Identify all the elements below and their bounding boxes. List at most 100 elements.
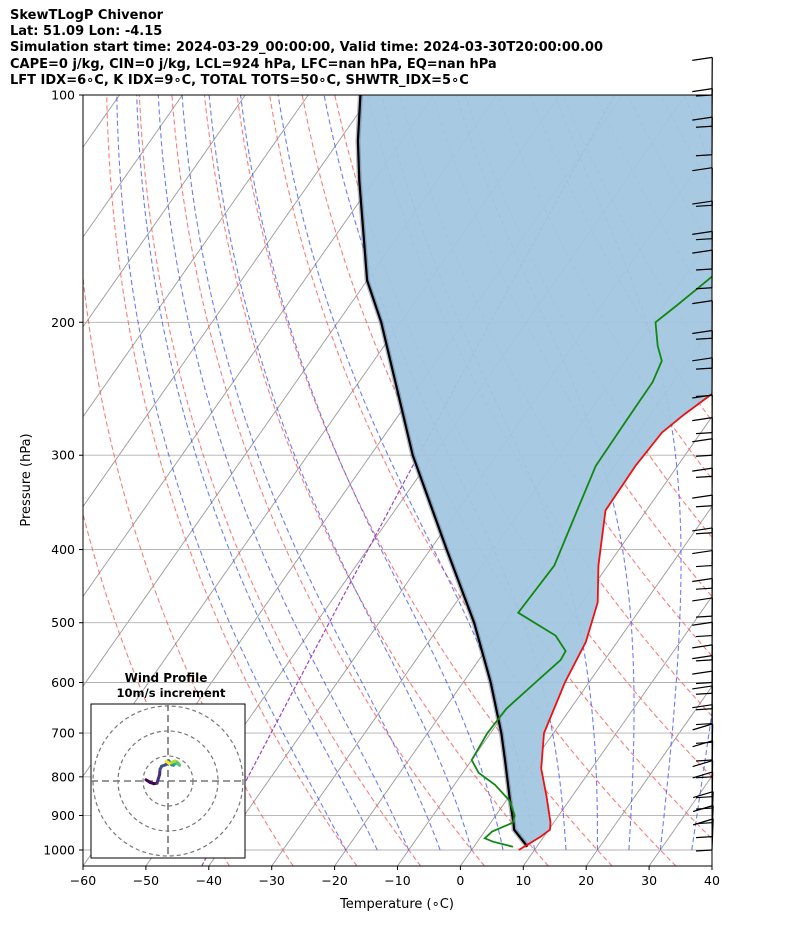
x-axis-label: Temperature (∘C) [339, 897, 454, 912]
barb-flag [692, 357, 713, 362]
barb-flag [692, 723, 713, 731]
y-tick-label: 100 [51, 88, 75, 103]
barb-base [695, 367, 713, 370]
barb-flag [692, 88, 713, 93]
barb-base [695, 822, 713, 825]
barb-base [695, 94, 713, 97]
y-tick-label: 1000 [43, 843, 75, 858]
wind-barb [692, 621, 713, 662]
barb-base [695, 681, 713, 685]
hodograph-segment [164, 760, 170, 764]
hodograph-inset: Wind Profile 10m/s increment [90, 671, 246, 859]
barb-flag [692, 417, 713, 422]
isotherm-line [397, 415, 712, 866]
barb-base [695, 154, 713, 157]
barb-base [695, 659, 713, 662]
x-tick-label: −50 [133, 873, 159, 888]
barb-flag [692, 116, 713, 121]
x-tick-label: 10 [515, 873, 531, 888]
x-tick-label: 30 [641, 873, 657, 888]
wind-barb [692, 200, 713, 241]
barb-base [695, 692, 713, 695]
x-tick-label: 20 [578, 873, 594, 888]
barb-base [695, 587, 713, 590]
wind-barb [692, 549, 713, 590]
barb-base [695, 807, 713, 810]
chart-title: SkewTLogP Chivenor [10, 8, 164, 23]
barb-base [695, 776, 713, 779]
barb-flag [692, 577, 713, 583]
barb-flag [692, 790, 714, 799]
y-tick-label: 400 [51, 542, 75, 557]
wind-barb [692, 438, 713, 478]
cin-shaded-area [357, 95, 712, 847]
location-line: Lat: 51.09 Lon: -4.15 [10, 24, 163, 40]
barb-flag [692, 167, 713, 172]
x-tick-label: −10 [384, 873, 410, 888]
dry-adiabat [83, 511, 230, 866]
chart-header: SkewTLogP Chivenor Lat: 51.09 Lon: -4.15… [10, 8, 603, 89]
y-tick-label: 700 [51, 726, 75, 741]
dry-adiabat [171, 95, 485, 866]
barb-base [695, 564, 713, 568]
cape-fill-layer [357, 95, 712, 847]
barb-base [695, 125, 713, 128]
y-tick-label: 500 [51, 615, 75, 630]
temperature-line [518, 392, 712, 851]
dry-adiabat [236, 95, 613, 866]
moist-adiabat [116, 95, 347, 851]
time-line: Simulation start time: 2024-03-29_00:00:… [10, 40, 603, 56]
barb-base [695, 454, 713, 457]
barb-base [695, 532, 713, 535]
isotherm-line [83, 95, 435, 598]
moist-adiabat [208, 95, 473, 851]
barb-flag [692, 494, 713, 499]
barb-flag [692, 527, 713, 532]
isotherm-line [522, 595, 712, 866]
hodograph-subtitle: 10m/s increment [117, 686, 226, 700]
y-tick-label: 600 [51, 675, 75, 690]
parcel-profile-line [356, 95, 529, 848]
wind-barb [692, 56, 713, 97]
barb-flag [692, 771, 713, 779]
y-tick-label: 200 [51, 315, 75, 330]
isotherm-line [83, 95, 372, 508]
series-layer [355, 95, 712, 851]
wind-barb [692, 167, 713, 207]
y-tick-label: 900 [51, 808, 75, 823]
hodograph-plot [91, 704, 245, 858]
isotherm-line [83, 95, 246, 328]
barb-flag [692, 230, 713, 235]
wind-barb [692, 417, 713, 457]
dry-adiabat [203, 95, 549, 866]
barb-flag [692, 621, 713, 626]
barb-flag [692, 329, 713, 335]
isotherm-line [83, 95, 183, 238]
barb-flag [692, 300, 713, 305]
barb-base [695, 238, 713, 241]
barb-base [695, 796, 713, 799]
barb-flag [692, 438, 713, 443]
y-tick-label: 800 [51, 769, 75, 784]
dry-adiabat [138, 95, 422, 866]
x-tick-label: 0 [456, 873, 464, 888]
moist-adiabat [181, 95, 441, 851]
barb-flag [692, 56, 713, 61]
barb-flag [692, 200, 713, 205]
x-tick-label: −40 [196, 873, 222, 888]
barb-flag [692, 759, 713, 768]
moist-adiabat [240, 95, 504, 851]
barb-flag [692, 685, 713, 690]
wind-barb [692, 300, 713, 340]
barb-base [695, 268, 713, 271]
barb-base [695, 759, 713, 762]
barb-base [695, 615, 713, 618]
axes-layer: −60 −50 −40 −30 −20 −10 0 10 20 30 40 1000 900 800 700… [43, 88, 720, 889]
barb-base [695, 849, 713, 852]
dry-adiabat [758, 95, 794, 866]
barb-base [695, 287, 713, 290]
barb-flag [692, 597, 713, 602]
barb-flag [692, 549, 713, 555]
wind-barb [692, 467, 713, 508]
